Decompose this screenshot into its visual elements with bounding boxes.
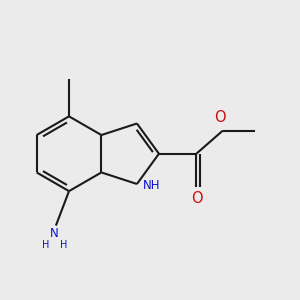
Text: O: O bbox=[214, 110, 226, 125]
Text: N: N bbox=[50, 227, 58, 240]
Text: NH: NH bbox=[142, 179, 160, 192]
Text: O: O bbox=[191, 191, 203, 206]
Text: H: H bbox=[61, 240, 68, 250]
Text: H: H bbox=[42, 240, 49, 250]
